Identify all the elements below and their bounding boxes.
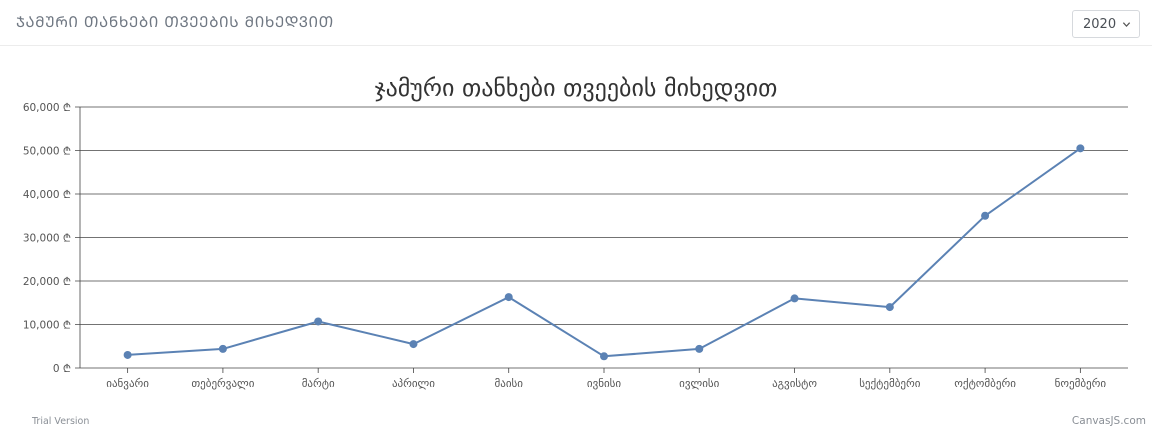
x-tick-label: ნოემბერი	[1055, 377, 1107, 390]
x-tick-label: ივნისი	[587, 377, 622, 390]
y-tick-label: 30,000 ₾	[23, 233, 71, 245]
data-point	[218, 344, 227, 353]
x-tick-label: აგვისტო	[772, 377, 817, 390]
x-tick-label: მაისი	[494, 377, 523, 390]
x-tick-label: ივლისი	[679, 377, 719, 390]
data-point	[790, 294, 799, 303]
y-tick-label: 20,000 ₾	[23, 276, 71, 288]
data-point	[314, 317, 323, 326]
card-title: ᲯᲐᲛᲣᲠᲘ ᲗᲐᲜᲮᲔᲑᲘ ᲗᲕᲔᲔᲑᲘᲡ ᲛᲘᲮᲔᲓᲕᲘᲗ	[16, 13, 334, 31]
chart-title: ჯამური თანხები თვეების მიხედვით	[375, 74, 778, 102]
data-point	[123, 350, 132, 359]
y-tick-label: 50,000 ₾	[23, 146, 71, 158]
chevron-down-icon	[1122, 21, 1131, 27]
x-tick-label: მარტი	[302, 377, 335, 390]
x-tick-label: თებერვალი	[191, 377, 254, 390]
x-tick-label: სექტემბერი	[859, 377, 921, 390]
canvasjs-credit: CanvasJS.com	[1072, 415, 1146, 427]
y-tick-label: 60,000 ₾	[23, 102, 71, 114]
data-point	[695, 344, 704, 353]
x-tick-label: იანვარი	[106, 377, 149, 390]
x-tick-label: აპრილი	[392, 377, 435, 390]
line-chart: ჯამური თანხები თვეების მიხედვით 0 ₾ 10,000…	[23, 74, 1146, 427]
y-tick-label: 0 ₾	[53, 363, 71, 375]
x-tick-label: ოქტომბერი	[954, 377, 1016, 390]
data-point	[600, 352, 608, 361]
card-header: ᲯᲐᲛᲣᲠᲘ ᲗᲐᲜᲮᲔᲑᲘ ᲗᲕᲔᲔᲑᲘᲡ ᲛᲘᲮᲔᲓᲕᲘᲗ 2020	[0, 0, 1152, 46]
chart-area: ჯამური თანხები თვეების მიხედვით 0 ₾ 10,000…	[0, 66, 1152, 440]
data-point	[409, 340, 418, 349]
trial-version-label: Trial Version	[31, 416, 89, 427]
data-point	[885, 303, 894, 312]
year-select[interactable]: 2020	[1072, 10, 1140, 38]
y-tick-label: 40,000 ₾	[23, 189, 71, 201]
data-point	[1076, 144, 1085, 153]
y-tick-label: 10,000 ₾	[23, 320, 71, 332]
series-line	[127, 147, 1081, 358]
data-point	[981, 211, 990, 220]
data-point	[504, 293, 513, 302]
year-select-value: 2020	[1083, 16, 1117, 32]
